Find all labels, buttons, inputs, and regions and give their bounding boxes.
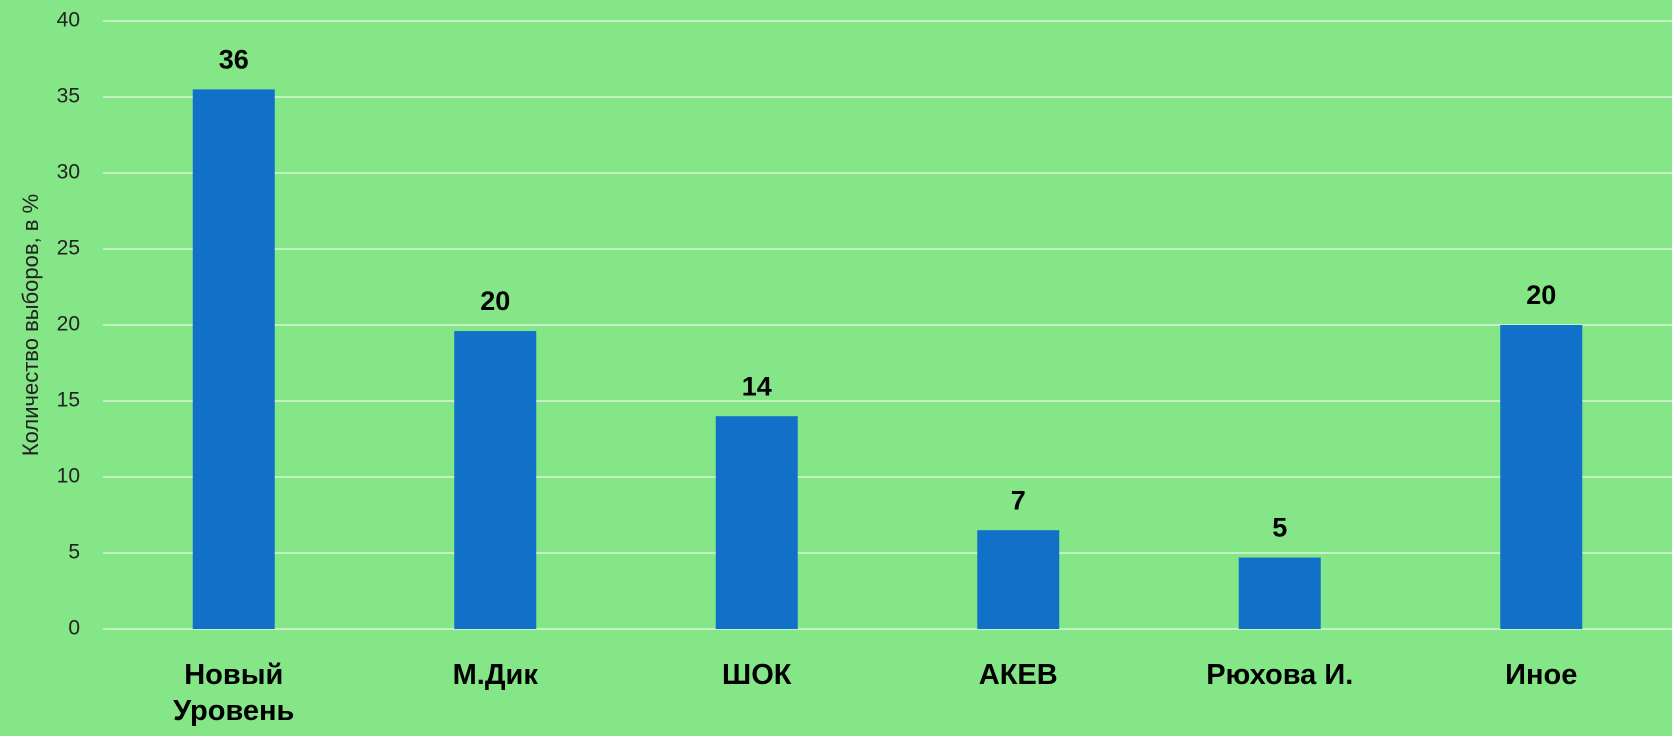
bar xyxy=(977,530,1060,629)
bar xyxy=(1238,557,1321,629)
x-tick-label: АКЕВ xyxy=(978,659,1058,691)
data-label: 5 xyxy=(1272,513,1287,543)
y-tick-label: 25 xyxy=(57,237,80,260)
y-tick-label: 15 xyxy=(57,389,80,412)
bar xyxy=(454,331,537,629)
y-tick-label: 0 xyxy=(68,617,80,640)
bar xyxy=(715,416,798,629)
y-tick-label: 40 xyxy=(57,9,80,32)
bar xyxy=(1500,325,1583,629)
y-tick-label: 35 xyxy=(57,85,80,108)
data-label: 20 xyxy=(480,286,510,316)
data-label: 20 xyxy=(1526,280,1556,310)
y-tick-label: 5 xyxy=(68,541,80,564)
data-label: 7 xyxy=(1011,485,1026,515)
y-tick-label: 10 xyxy=(57,465,80,488)
x-tick-label: Иное xyxy=(1505,659,1578,691)
x-tick-label: М.Дик xyxy=(452,659,538,691)
bar xyxy=(192,89,275,629)
y-axis-title: Количество выборов, в % xyxy=(18,194,43,456)
x-tick-label: ШОК xyxy=(722,659,792,691)
data-label: 36 xyxy=(219,45,249,75)
y-tick-label: 30 xyxy=(57,161,80,184)
x-tick-label: Новый Уровень xyxy=(173,659,295,727)
data-label: 14 xyxy=(742,371,772,401)
x-tick-label: Рюхова И. xyxy=(1206,659,1354,691)
y-tick-label: 20 xyxy=(57,313,80,336)
